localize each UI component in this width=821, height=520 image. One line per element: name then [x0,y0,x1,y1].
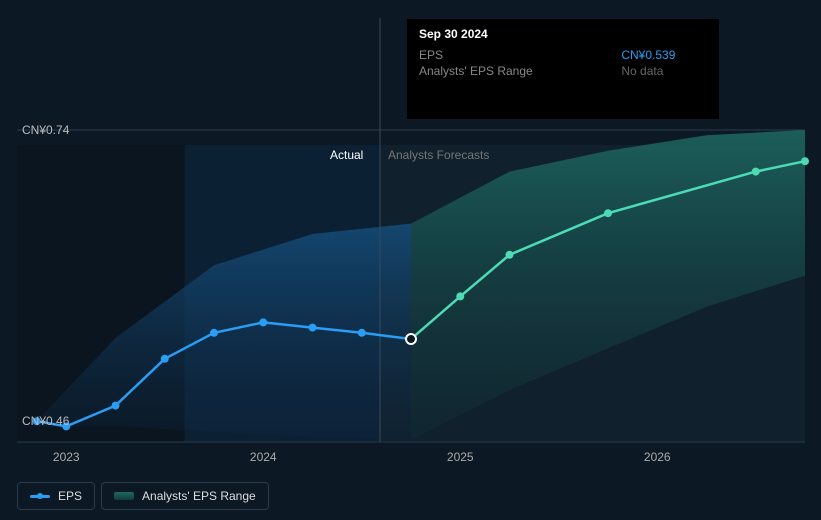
tooltip-row: EPSCN¥0.539 [419,47,707,63]
tooltip-row-value: No data [621,63,707,79]
legend-item-range[interactable]: Analysts' EPS Range [101,482,269,510]
tooltip-table: EPSCN¥0.539Analysts' EPS RangeNo data [419,47,707,79]
tooltip-row-value: CN¥0.539 [621,47,707,63]
tooltip-date: Sep 30 2024 [419,27,707,41]
section-label-actual: Actual [330,148,363,162]
x-axis-label: 2023 [53,450,80,464]
y-axis-label: CN¥0.46 [22,414,69,428]
section-label-forecast: Analysts Forecasts [388,148,489,162]
tooltip-row: Analysts' EPS RangeNo data [419,63,707,79]
tooltip-row-label: Analysts' EPS Range [419,63,621,79]
legend-label: Analysts' EPS Range [142,489,256,503]
hover-tooltip: Sep 30 2024 EPSCN¥0.539Analysts' EPS Ran… [407,19,719,119]
eps-forecast-chart: Sep 30 2024 EPSCN¥0.539Analysts' EPS Ran… [0,0,821,520]
x-axis-label: 2025 [447,450,474,464]
y-axis-label: CN¥0.74 [22,123,69,137]
x-axis-label: 2026 [644,450,671,464]
legend-label: EPS [58,489,82,503]
tooltip-row-label: EPS [419,47,621,63]
legend: EPS Analysts' EPS Range [17,482,269,510]
legend-swatch [30,495,50,498]
x-axis-label: 2024 [250,450,277,464]
legend-swatch [114,492,134,500]
legend-item-eps[interactable]: EPS [17,482,95,510]
